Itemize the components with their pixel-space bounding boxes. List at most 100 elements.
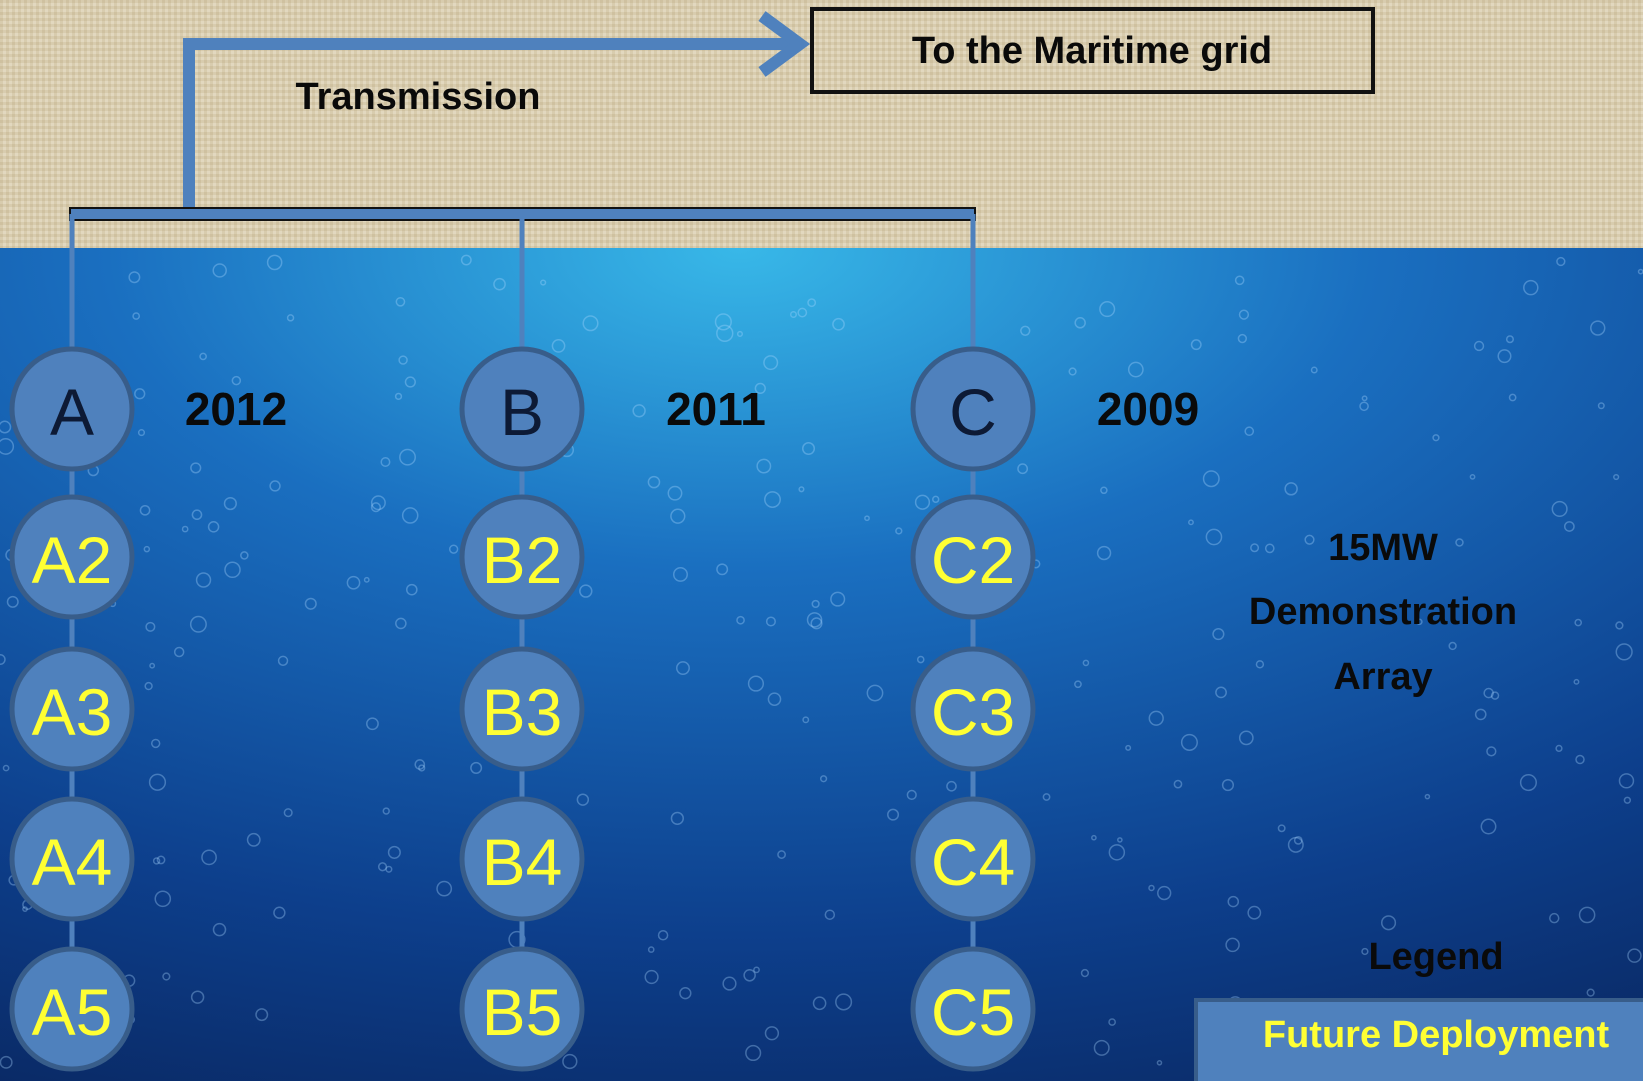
node — [9, 796, 135, 922]
bubble — [199, 352, 207, 361]
bubble — [1074, 317, 1086, 329]
legend-item: Future Deployment — [1263, 1014, 1610, 1056]
bubble — [676, 661, 690, 676]
bubble — [143, 545, 151, 553]
bubble — [1100, 486, 1108, 495]
bubble — [395, 617, 407, 630]
bubble — [1250, 543, 1260, 553]
bubble — [380, 457, 391, 467]
bubble — [154, 890, 172, 908]
bubble — [212, 922, 227, 937]
bubble — [148, 773, 167, 791]
year-label: 2009 — [1097, 383, 1199, 435]
bubble — [1490, 691, 1500, 700]
bubble — [1416, 618, 1423, 626]
bubble — [797, 307, 808, 318]
bubble — [551, 339, 566, 353]
bubble — [1108, 844, 1126, 861]
bubble — [810, 617, 823, 630]
bubble — [1556, 256, 1566, 267]
node-label: B2 — [482, 523, 563, 597]
bubble — [1523, 279, 1539, 296]
bubble — [240, 551, 249, 560]
bubble — [269, 480, 281, 492]
bubble — [1117, 837, 1123, 843]
bubble — [864, 515, 870, 522]
bubble — [470, 761, 483, 774]
bubble — [670, 811, 684, 826]
bubble — [1486, 746, 1497, 757]
bubble — [1615, 621, 1624, 630]
bubble — [1359, 401, 1369, 412]
bubble — [916, 655, 925, 664]
bubble — [189, 615, 207, 633]
legend-title: Legend — [1368, 936, 1503, 978]
bubble — [866, 684, 884, 702]
bubble — [460, 254, 472, 266]
bubble — [1310, 366, 1318, 374]
bubble — [1563, 521, 1575, 532]
arrow-head — [758, 11, 811, 77]
bubble — [1623, 796, 1632, 804]
node — [910, 796, 1036, 922]
bubble — [672, 566, 688, 582]
bubble — [887, 808, 900, 821]
bubble — [436, 880, 453, 897]
bubble — [812, 996, 827, 1011]
destination-box — [810, 7, 1375, 94]
bubble — [173, 646, 185, 658]
node-label: B4 — [482, 825, 563, 899]
bubble — [370, 495, 386, 511]
bubble — [1284, 482, 1298, 496]
bubble — [1505, 335, 1514, 344]
bubble — [824, 909, 836, 920]
bubble — [283, 808, 293, 818]
node-label: A2 — [32, 523, 113, 597]
node-label: A5 — [32, 975, 113, 1049]
bubble — [191, 509, 203, 521]
bubble — [1068, 367, 1077, 376]
bubble — [1575, 754, 1585, 765]
node — [9, 646, 135, 772]
bubble — [895, 527, 903, 535]
node-label: C4 — [931, 825, 1015, 899]
node-label: C3 — [931, 675, 1015, 749]
bubble — [946, 780, 957, 792]
bubble — [195, 572, 212, 588]
bubble — [1188, 519, 1194, 526]
bubble — [767, 692, 782, 706]
node — [459, 346, 585, 472]
bubble — [806, 612, 823, 628]
bubble — [1597, 402, 1605, 410]
bubble — [255, 1008, 269, 1022]
bubble — [1627, 948, 1642, 963]
bubble — [736, 330, 743, 337]
bubble — [835, 993, 853, 1011]
bubble — [798, 486, 805, 493]
node-label: C5 — [931, 975, 1015, 1049]
node-label: C2 — [931, 523, 1015, 597]
bubble — [1202, 470, 1220, 488]
bubble — [224, 561, 241, 579]
bubble — [1108, 394, 1117, 403]
bubble — [1474, 708, 1487, 721]
node — [459, 494, 585, 620]
bubble — [789, 310, 797, 318]
bubble — [418, 764, 426, 772]
bubble — [377, 862, 388, 872]
bubble — [743, 969, 756, 982]
bubble — [1432, 434, 1440, 442]
bubble — [714, 313, 732, 331]
bubble — [1080, 968, 1090, 978]
bubble — [207, 521, 220, 533]
bubble — [231, 375, 242, 386]
bubble — [679, 987, 692, 1000]
node-label: A3 — [32, 675, 113, 749]
bubble — [304, 597, 317, 610]
bubble — [1480, 818, 1497, 835]
bubble — [1277, 824, 1286, 833]
bubble — [190, 462, 202, 474]
bubble — [1074, 680, 1082, 689]
bubble — [802, 442, 816, 456]
